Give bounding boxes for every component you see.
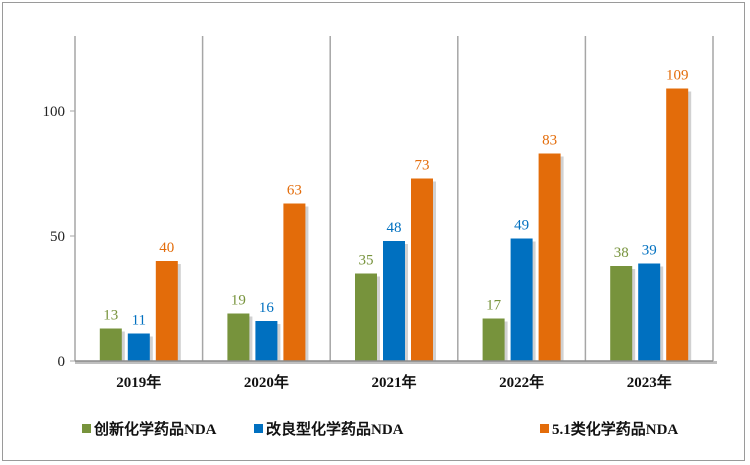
- bar: [383, 241, 405, 361]
- data-label: 63: [287, 183, 302, 199]
- x-axis-shadow: [75, 361, 717, 364]
- data-label: 17: [486, 298, 502, 314]
- legend-swatch: [540, 424, 549, 433]
- data-label: 11: [132, 313, 146, 329]
- bar: [638, 263, 661, 361]
- y-tick-label: 100: [43, 104, 66, 120]
- data-label: 13: [103, 308, 118, 324]
- bar: [155, 261, 178, 361]
- bar: [355, 273, 377, 361]
- legend-label: 5.1类化学药品NDA: [552, 422, 679, 438]
- data-label: 49: [514, 218, 529, 234]
- y-tick-label: 50: [50, 229, 65, 245]
- legend: 创新化学药品NDA 改良型化学药品NDA 5.1类化学药品NDA: [0, 418, 750, 442]
- y-tick-label: 0: [58, 354, 66, 370]
- data-label: 39: [642, 243, 657, 259]
- bar: [510, 238, 533, 361]
- legend-item-1: 改良型化学药品NDA: [254, 418, 404, 439]
- bar: [227, 313, 250, 361]
- bar: [538, 153, 561, 361]
- data-label: 48: [387, 220, 402, 236]
- bar: [283, 203, 306, 361]
- data-label: 35: [359, 253, 374, 269]
- x-tick-label: 2021年: [371, 373, 416, 391]
- bar: [411, 178, 433, 361]
- data-label: 83: [542, 133, 557, 149]
- bar: [99, 328, 122, 361]
- x-tick-label: 2023年: [627, 373, 672, 391]
- legend-label: 创新化学药品NDA: [94, 422, 217, 438]
- data-label: 19: [231, 293, 246, 309]
- legend-swatch: [82, 424, 91, 433]
- data-label: 40: [159, 240, 174, 256]
- bar: [666, 88, 689, 361]
- data-label: 109: [666, 68, 689, 84]
- legend-item-2: 5.1类化学药品NDA: [540, 418, 678, 439]
- chart-frame: [2, 2, 745, 461]
- legend-label: 改良型化学药品NDA: [266, 422, 404, 438]
- bar: [255, 321, 278, 361]
- data-label: 38: [614, 245, 629, 261]
- x-tick-label: 2019年: [116, 373, 161, 391]
- bar: [610, 266, 633, 361]
- legend-swatch: [254, 424, 263, 433]
- bar: [127, 333, 150, 361]
- x-tick-label: 2022年: [499, 373, 544, 391]
- x-tick-label: 2020年: [244, 373, 289, 391]
- bar: [482, 318, 505, 361]
- data-label: 73: [415, 158, 430, 174]
- legend-item-0: 创新化学药品NDA: [82, 418, 217, 439]
- data-label: 16: [259, 300, 275, 316]
